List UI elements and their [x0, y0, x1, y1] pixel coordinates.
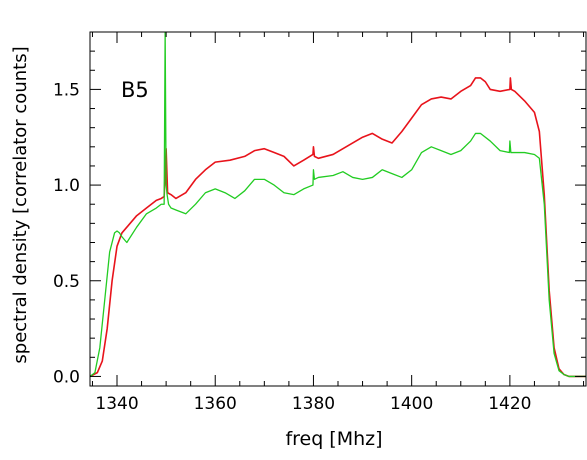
y-tick-label: 0.5: [53, 272, 80, 292]
x-tick-label: 1420: [488, 394, 531, 414]
x-tick-label: 1380: [292, 394, 335, 414]
x-axis-label: freq [Mhz]: [285, 428, 382, 450]
y-tick-label: 0.0: [53, 367, 80, 387]
x-tick-label: 1340: [95, 394, 138, 414]
series-layer: [90, 32, 586, 378]
labels-layer: 1340 1360 1380 1400 1420 0.0 0.5 1.0 1.5: [53, 80, 532, 414]
x-tick-label: 1400: [390, 394, 433, 414]
series-line-1: [90, 32, 586, 378]
x-tick-label: 1360: [194, 394, 237, 414]
y-tick-label: 1.0: [53, 176, 80, 196]
panel-label: B5: [121, 78, 149, 102]
y-tick-label: 1.5: [53, 80, 80, 100]
y-axis-label: spectral density [correlator counts]: [10, 46, 31, 363]
series-line-0: [90, 77, 586, 378]
ticks-layer: [90, 32, 586, 386]
